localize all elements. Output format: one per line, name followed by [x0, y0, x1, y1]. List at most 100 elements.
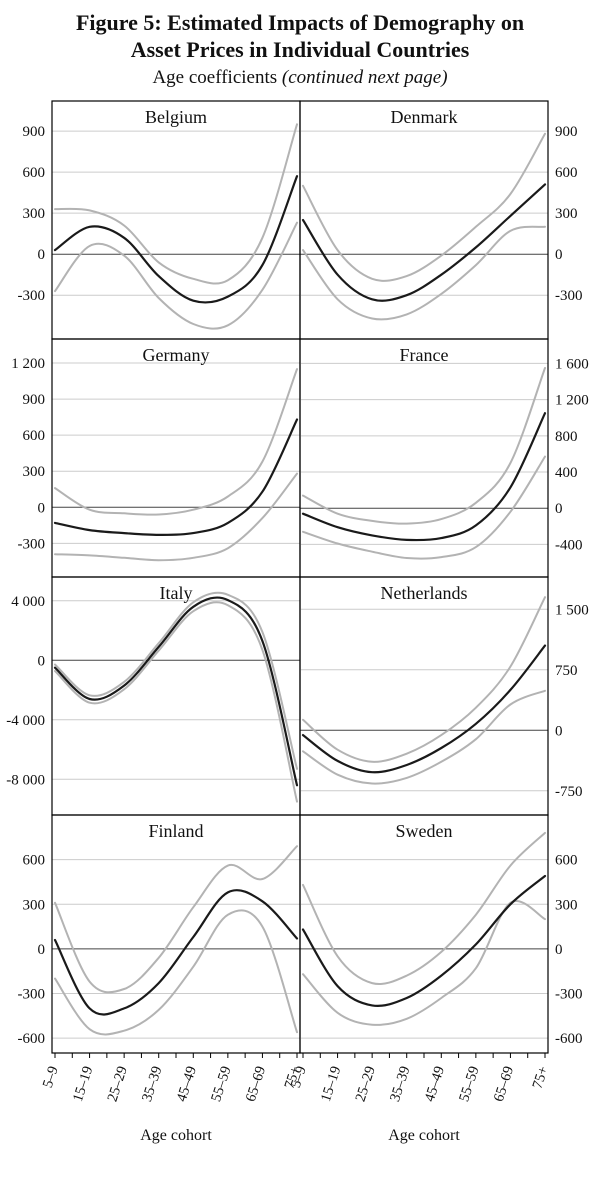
upper-band-line [54, 844, 298, 993]
lower-band-line [302, 225, 546, 321]
panel-france: 1 600 1 200 800 400 0 -400 France [299, 338, 589, 578]
panel-netherlands: 1 500 750 0 -750 Netherlands [299, 576, 589, 816]
y-tick-label: -300 [18, 536, 46, 552]
figure-title-line1: Figure 5: Estimated Impacts of Demograph… [75, 10, 525, 35]
x-tick-label: 25–29 [353, 1064, 379, 1103]
x-axis-title-right-column: Age cohort [388, 1126, 460, 1144]
y-tick-label: 0 [555, 247, 563, 263]
y-tick-label: 0 [555, 942, 563, 958]
estimate-line [53, 596, 299, 787]
y-tick-label: 0 [38, 247, 46, 263]
x-tick-label: 15–19 [70, 1064, 96, 1103]
estimate-line [301, 182, 547, 302]
y-tick-label: 750 [555, 662, 578, 678]
panel-border [51, 338, 301, 578]
y-tick-label: 0 [38, 500, 46, 516]
x-axis-title-left-column: Age cohort [140, 1126, 212, 1144]
y-tick-label: 0 [555, 723, 563, 739]
y-tick-label: -400 [555, 537, 583, 553]
x-tick-label: 45–49 [422, 1064, 448, 1103]
figure-title: Figure 5: Estimated Impacts of Demograph… [0, 0, 600, 64]
upper-band-line [54, 367, 298, 516]
country-label: Sweden [396, 821, 453, 841]
y-tick-label: -4 000 [6, 712, 45, 728]
lower-band-line [54, 472, 298, 561]
y-tick-label: 300 [23, 464, 46, 480]
figure-canvas: 900 600 300 0 -300 Belgium 900 600 300 0 -300 Denma… [6, 100, 589, 1103]
y-tick-label: 0 [555, 501, 563, 517]
x-tick-label: 55–59 [208, 1064, 234, 1103]
estimate-line [301, 644, 547, 774]
y-tick-label: 900 [555, 124, 578, 140]
upper-band-line [302, 595, 546, 763]
lower-band-line [54, 600, 298, 803]
y-tick-label: -300 [18, 986, 46, 1002]
x-tick-label: 45–49 [174, 1064, 200, 1103]
lower-band-line [54, 221, 298, 330]
country-label: Belgium [145, 107, 207, 127]
estimate-line [53, 418, 299, 536]
y-tick-label: 300 [555, 897, 578, 913]
upper-band-line [302, 132, 546, 282]
y-tick-label: 900 [23, 392, 46, 408]
upper-band-line [54, 591, 298, 770]
figure: Figure 5: Estimated Impacts of Demograph… [0, 0, 600, 1157]
y-tick-label: 900 [23, 124, 46, 140]
chart-grid: 900 600 300 0 -300 Belgium 900 600 300 0 -300 Denma… [0, 95, 600, 1157]
panel-border [51, 100, 301, 340]
upper-band-line [302, 831, 546, 985]
x-tick-label: 5–9 [40, 1064, 62, 1090]
country-label: Finland [148, 821, 203, 841]
estimate-line [301, 874, 547, 1007]
y-tick-label: 600 [23, 852, 46, 868]
country-label: Germany [143, 345, 210, 365]
x-tick-label: 35–39 [387, 1064, 413, 1103]
upper-band-line [54, 122, 298, 285]
y-tick-label: -600 [18, 1031, 46, 1047]
upper-band-line [302, 366, 546, 525]
subtitle-continuation-note: (continued next page) [281, 66, 448, 88]
y-tick-label: 1 200 [11, 356, 45, 372]
x-tick-label: 75+ [530, 1064, 552, 1091]
subtitle-text: Age coefficients [152, 66, 282, 88]
x-tick-label: 25–29 [105, 1064, 131, 1103]
y-tick-label: 0 [38, 942, 46, 958]
x-tick-label: 15–19 [318, 1064, 344, 1103]
y-tick-label: 1 600 [555, 356, 589, 372]
panel-belgium: 900 600 300 0 -300 Belgium [18, 100, 301, 340]
x-tick-label: 35–39 [139, 1064, 165, 1103]
estimate-line [301, 411, 547, 541]
y-tick-label: -750 [555, 783, 583, 799]
y-tick-label: 600 [23, 428, 46, 444]
y-tick-label: 1 500 [555, 602, 589, 618]
y-tick-label: 400 [555, 465, 578, 481]
panel-italy: 4 000 0 -4 000 -8 000 Italy [6, 576, 301, 816]
figure-subtitle: Age coefficients (continued next page) [0, 67, 600, 89]
y-tick-label: 800 [555, 428, 578, 444]
estimate-line [53, 888, 299, 1016]
y-tick-label: -300 [555, 288, 583, 304]
x-tick-label: 65–69 [491, 1064, 517, 1103]
panel-border [299, 814, 549, 1054]
country-label: Italy [160, 583, 193, 603]
y-tick-label: -300 [555, 986, 583, 1002]
lower-band-line [54, 909, 298, 1036]
y-tick-label: 600 [555, 852, 578, 868]
lower-band-line [302, 899, 546, 1026]
y-tick-label: 300 [23, 206, 46, 222]
y-tick-label: 300 [23, 897, 46, 913]
estimate-line [53, 174, 299, 304]
country-label: France [400, 345, 449, 365]
panel-denmark: 900 600 300 0 -300 Denmark [299, 100, 583, 340]
y-tick-label: -8 000 [6, 772, 45, 788]
y-tick-label: 600 [23, 165, 46, 181]
x-tick-label: 55–59 [456, 1064, 482, 1103]
panel-germany: 1 200 900 600 300 0 -300 Germany [11, 338, 301, 578]
country-label: Denmark [391, 107, 458, 127]
y-tick-label: 1 200 [555, 392, 589, 408]
y-tick-label: 300 [555, 206, 578, 222]
panel-border [299, 576, 549, 816]
panel-finland: 600 300 0 -300 -600 Finland 5–9 15–19 25–29 35–39… [18, 814, 304, 1103]
x-tick-label: 5–9 [288, 1064, 310, 1090]
y-tick-label: -300 [18, 288, 46, 304]
